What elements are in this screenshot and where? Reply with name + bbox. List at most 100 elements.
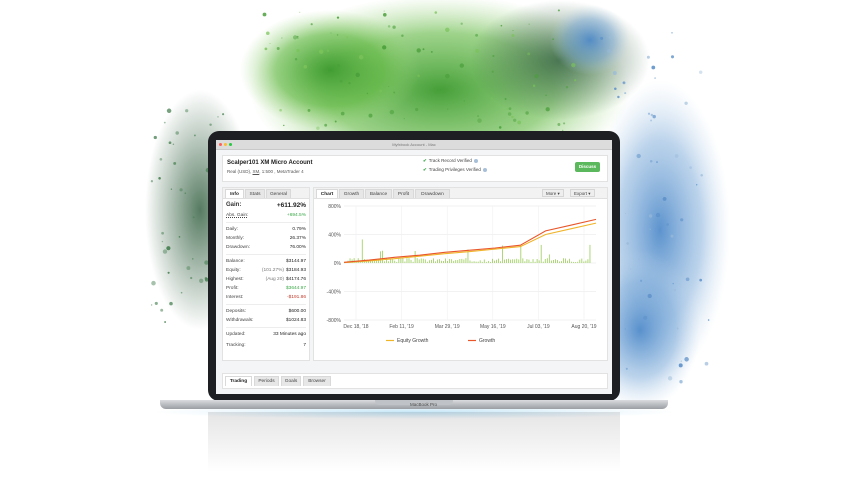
balance-row: Balance: $3144.97 bbox=[226, 259, 306, 264]
paint-speck bbox=[296, 35, 299, 38]
paint-speck bbox=[393, 91, 396, 94]
tab-stats[interactable]: Stats bbox=[245, 189, 265, 198]
paint-speck bbox=[276, 47, 280, 50]
paint-speck bbox=[517, 120, 522, 125]
abs-gain-row: Abs. Gain: +694.5% bbox=[226, 213, 306, 218]
trading-privileges-verified: ✔ Trading Privileges Verified bbox=[423, 167, 487, 173]
paint-speck bbox=[670, 234, 674, 238]
paint-speck bbox=[704, 361, 709, 366]
paint-speck bbox=[672, 282, 674, 285]
tab-trading[interactable]: Trading bbox=[225, 376, 252, 386]
close-window-icon[interactable] bbox=[219, 143, 222, 146]
tab-drawdown[interactable]: Drawdown bbox=[415, 189, 450, 198]
paint-speck bbox=[649, 228, 651, 230]
paint-speck bbox=[647, 112, 651, 115]
paint-speck bbox=[382, 45, 387, 50]
chart-panel: Chart Growth Balance Profit Drawdown Mor… bbox=[313, 187, 608, 361]
daily-row: Daily: 0.79% bbox=[226, 227, 306, 232]
paint-speck bbox=[477, 115, 480, 118]
paint-speck bbox=[179, 188, 183, 192]
abs-gain-value: +694.5% bbox=[286, 213, 306, 218]
paint-speck bbox=[445, 73, 450, 79]
broker-link[interactable]: XM bbox=[252, 169, 260, 174]
tab-growth[interactable]: Growth bbox=[339, 189, 364, 198]
paint-speck bbox=[379, 89, 383, 93]
x-tick-label: Aug 20, '19 bbox=[571, 324, 596, 330]
paint-speck bbox=[563, 122, 566, 125]
paint-speck bbox=[168, 141, 172, 145]
minimize-window-icon[interactable] bbox=[224, 143, 227, 146]
paint-speck bbox=[169, 301, 173, 306]
tab-info[interactable]: Info bbox=[225, 189, 244, 198]
paint-speck bbox=[617, 95, 620, 99]
tab-balance[interactable]: Balance bbox=[365, 189, 392, 198]
paint-speck bbox=[475, 49, 480, 53]
paint-speck bbox=[574, 79, 577, 82]
paint-speck bbox=[163, 121, 166, 124]
paint-speck bbox=[166, 108, 172, 114]
paint-speck bbox=[498, 126, 502, 129]
paint-speck bbox=[654, 77, 657, 80]
paint-speck bbox=[513, 118, 517, 122]
tab-periods[interactable]: Periods bbox=[254, 376, 279, 386]
paint-speck bbox=[527, 52, 531, 56]
maximize-window-icon[interactable] bbox=[229, 143, 232, 146]
discuss-button[interactable]: Discuss bbox=[575, 162, 600, 172]
y-tick-label: 400% bbox=[328, 232, 341, 238]
paint-speck bbox=[185, 109, 189, 113]
paint-speck bbox=[655, 212, 661, 218]
series-line-equity-growth bbox=[343, 222, 597, 264]
paint-speck bbox=[646, 55, 650, 59]
paint-speck bbox=[506, 108, 509, 110]
paint-speck bbox=[383, 10, 385, 12]
paint-speck bbox=[293, 35, 298, 40]
info-icon[interactable] bbox=[473, 158, 478, 163]
paint-speck bbox=[348, 82, 351, 85]
paint-speck bbox=[680, 360, 682, 362]
paint-speck bbox=[337, 64, 341, 68]
paint-speck bbox=[534, 74, 539, 79]
paint-speck bbox=[279, 108, 282, 112]
paint-speck bbox=[416, 48, 421, 53]
more-dropdown[interactable]: More ▾ bbox=[542, 189, 564, 197]
paint-speck bbox=[504, 98, 507, 100]
x-tick-label: Feb 11, '19 bbox=[389, 324, 414, 330]
paint-speck bbox=[222, 113, 225, 116]
legend-label: Equity Growth bbox=[397, 338, 429, 344]
paint-speck bbox=[624, 328, 626, 330]
info-tabs: Info Stats General bbox=[223, 188, 309, 199]
laptop-brand-label: MacBook Pro bbox=[409, 402, 437, 407]
tab-goals[interactable]: Goals bbox=[281, 376, 301, 386]
paint-speck bbox=[366, 92, 369, 95]
paint-speck bbox=[557, 123, 561, 126]
x-tick-label: Dec 18, '18 bbox=[343, 324, 368, 330]
paint-speck bbox=[624, 212, 626, 214]
paint-speck bbox=[334, 120, 337, 123]
paint-speck bbox=[666, 223, 669, 226]
y-tick-label: 800% bbox=[328, 204, 341, 210]
paint-speck bbox=[679, 380, 683, 384]
account-header: Scalper101 XM Micro Account Real (USD), … bbox=[222, 155, 608, 182]
export-dropdown[interactable]: Export ▾ bbox=[570, 189, 595, 197]
paint-speck bbox=[266, 31, 270, 35]
tab-chart[interactable]: Chart bbox=[316, 189, 338, 198]
paint-speck bbox=[532, 84, 536, 88]
paint-speck bbox=[512, 30, 514, 31]
paint-speck bbox=[175, 131, 179, 135]
paint-speck bbox=[417, 74, 420, 78]
paint-speck bbox=[330, 32, 332, 34]
paint-speck bbox=[269, 43, 271, 44]
tab-browser[interactable]: Browser bbox=[303, 376, 331, 386]
info-icon[interactable] bbox=[482, 167, 487, 172]
profit-row: Profit: $3644.97 bbox=[226, 286, 306, 291]
tab-general[interactable]: General bbox=[266, 189, 291, 198]
tab-profit[interactable]: Profit bbox=[393, 189, 414, 198]
paint-speck bbox=[158, 177, 161, 180]
paint-speck bbox=[571, 62, 576, 68]
paint-speck bbox=[678, 363, 683, 368]
paint-speck bbox=[153, 135, 157, 140]
window-titlebar: Myfxbook Account - Mac bbox=[216, 140, 612, 150]
paint-speck bbox=[652, 114, 656, 119]
paint-speck bbox=[178, 236, 181, 238]
paint-speck bbox=[552, 38, 554, 40]
